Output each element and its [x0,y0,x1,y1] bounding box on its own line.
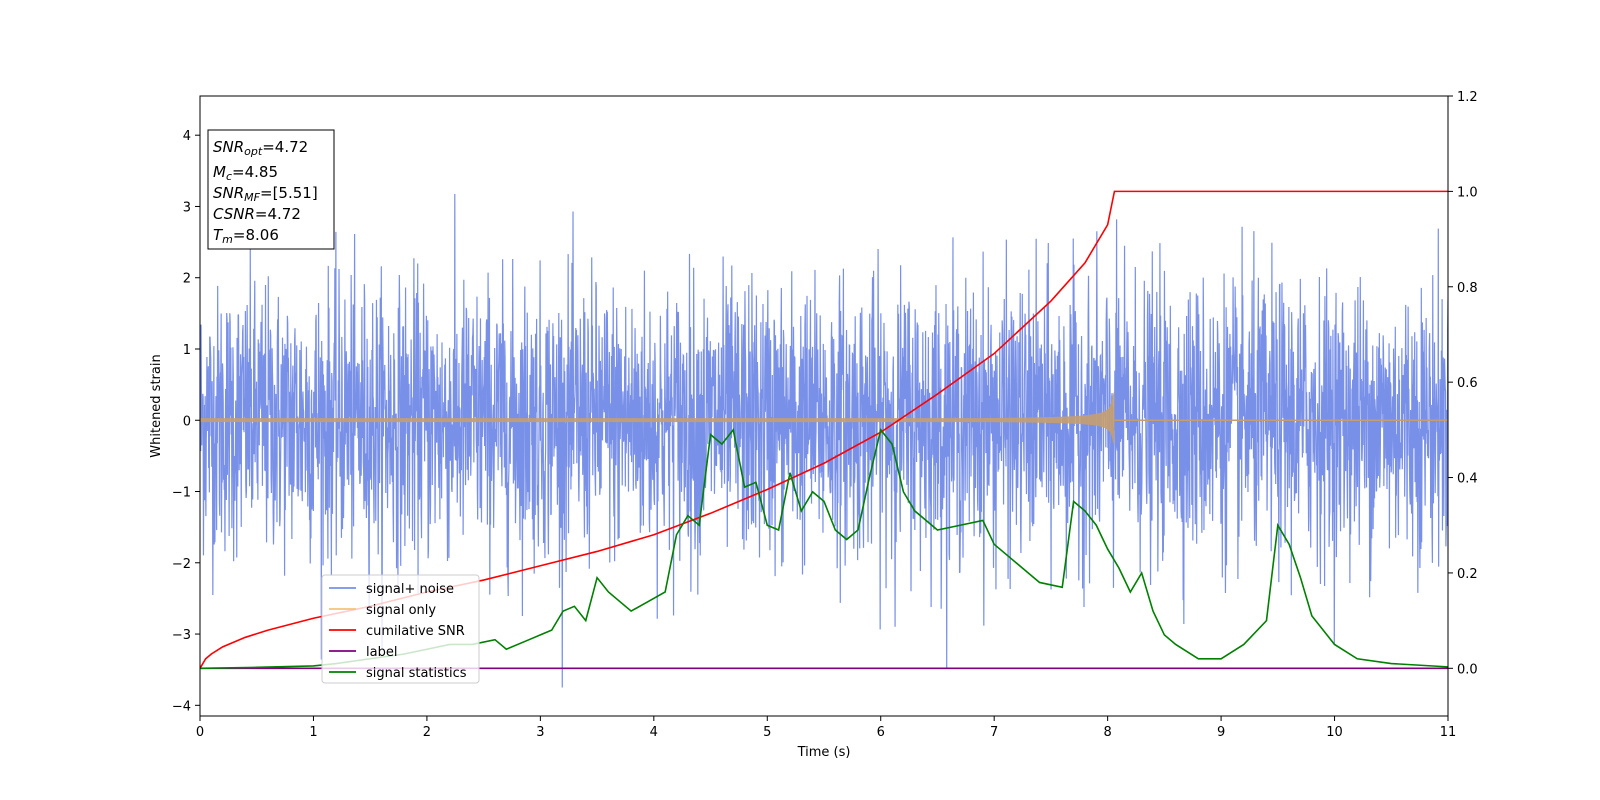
legend-label: label [366,645,397,660]
info-snr-opt: SNRopt=4.72 [213,138,308,158]
info-csnr: CSNR=4.72 [213,205,301,223]
y-tick-label: 4 [183,129,191,144]
legend-frame [321,574,480,684]
info-tm: Tm=8.06 [213,226,279,246]
x-tick-label: 11 [1440,725,1457,740]
x-axis: 0 1 2 3 4 5 6 7 8 9 10 11 [196,716,1456,740]
info-mc: Mc=4.85 [213,163,278,183]
y-tick-label: −1 [172,486,191,501]
series-cumilative-snr [200,190,1448,669]
info-snr-mf: SNRMF=[5.51] [213,184,318,204]
axes-frame [199,95,1449,717]
y-axis-label: Whitened strain [149,354,164,457]
y2-tick-label: 0.6 [1457,376,1478,391]
y-tick-label: −2 [172,557,191,572]
y-tick-label: 3 [183,200,191,215]
y-axis-left: −4 −3 −2 −1 0 1 2 3 4 [172,129,200,714]
y-tick-label: −3 [172,628,191,643]
y-tick-label: 2 [183,272,191,287]
info-box-frame [207,129,335,250]
y2-tick-label: 1.0 [1457,185,1478,200]
x-tick-label: 5 [763,725,771,740]
series-signal-statistics [200,427,1448,670]
x-axis-label: Time (s) [797,745,851,760]
y-axis-right: 0.0 0.2 0.4 0.6 0.8 1.0 1.2 [1448,90,1478,677]
x-tick-label: 10 [1326,725,1343,740]
y2-tick-label: 0.2 [1457,567,1478,582]
x-tick-label: 0 [196,725,204,740]
x-tick-label: 2 [423,725,431,740]
x-tick-label: 1 [309,725,317,740]
x-tick-label: 6 [877,725,885,740]
legend: signal+ noise signal only cumilative SNR la… [321,574,480,684]
x-tick-label: 7 [990,725,998,740]
y2-tick-label: 0.0 [1457,662,1478,677]
y2-tick-label: 0.4 [1457,472,1478,487]
legend-label: signal only [366,603,436,618]
y-tick-label: 1 [183,343,191,358]
series-signal-plus-noise [200,193,1448,688]
legend-label: cumilative SNR [366,624,465,639]
y-tick-label: 0 [183,414,191,429]
x-tick-label: 8 [1103,725,1111,740]
info-box: SNRopt=4.72 Mc=4.85 SNRMF=[5.51] CSNR=4.… [207,129,335,250]
legend-label: signal statistics [366,666,467,681]
x-tick-label: 3 [536,725,544,740]
x-tick-label: 9 [1217,725,1225,740]
y2-tick-label: 0.8 [1457,281,1478,296]
y2-tick-label: 1.2 [1457,90,1478,105]
x-tick-label: 4 [650,725,658,740]
y-tick-label: −4 [172,699,191,714]
legend-label: signal+ noise [366,582,454,597]
